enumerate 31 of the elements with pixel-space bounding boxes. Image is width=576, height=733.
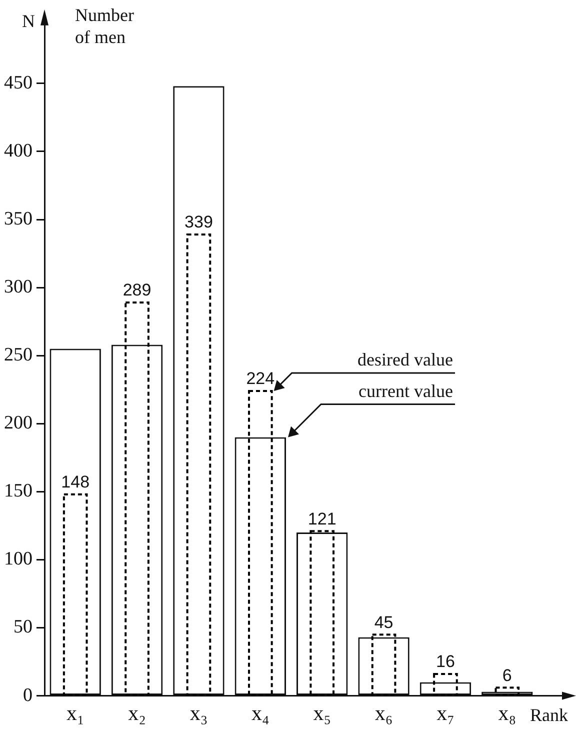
data-label: 45 xyxy=(374,612,394,632)
x-axis-title: Rank xyxy=(530,704,568,726)
y-tick-label: 400 xyxy=(4,140,32,162)
y-tick-label: 200 xyxy=(4,412,32,434)
x-tick-label: x₇ xyxy=(436,700,454,725)
y-tick-label: 250 xyxy=(4,344,32,366)
x-tick-label: x₅ xyxy=(313,700,332,725)
y-tick-label: 300 xyxy=(4,276,32,298)
x-tick-label: x₂ xyxy=(128,700,146,725)
y-tick-label: 150 xyxy=(4,480,32,502)
x-tick-label: x₈ xyxy=(498,700,516,725)
data-label: 148 xyxy=(61,472,90,492)
data-label: 16 xyxy=(436,652,455,672)
y-tick-label: 350 xyxy=(4,208,32,230)
x-tick-label: x₄ xyxy=(251,700,270,725)
text: current value xyxy=(358,380,454,401)
x-tick-label: x₁ xyxy=(66,700,84,725)
data-label: 289 xyxy=(122,280,152,300)
data-label: 339 xyxy=(184,212,213,232)
y-axis-title: N xyxy=(22,10,35,32)
x-tick-label: x₃ xyxy=(190,700,208,725)
y-tick-label: 450 xyxy=(4,72,32,94)
annotation: Number of men xyxy=(75,4,135,48)
y-tick-label: 100 xyxy=(4,548,32,570)
text: desired value xyxy=(358,350,453,370)
y-tick-label: 50 xyxy=(14,616,32,638)
data-label: 224 xyxy=(246,369,275,388)
data-label: 6 xyxy=(502,666,512,685)
data-label: 121 xyxy=(308,509,336,528)
x-tick-label: x₆ xyxy=(374,700,393,725)
y-tick-label: 0 xyxy=(23,684,32,706)
